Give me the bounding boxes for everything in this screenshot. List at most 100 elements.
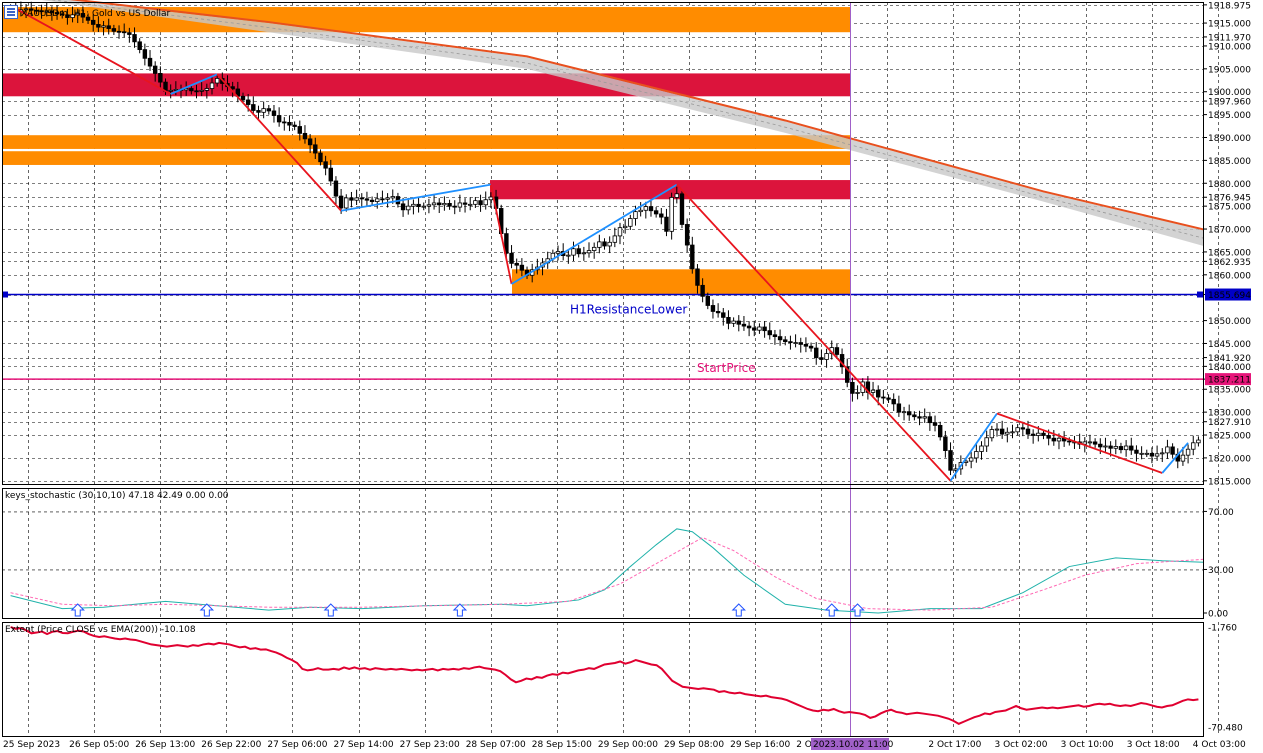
stochastic-title: keys_stochastic (30,10,10) 47.18 42.49 0…	[5, 491, 229, 501]
up-arrow-icon	[731, 603, 746, 617]
candle-body	[566, 254, 571, 257]
x-tick-label: 27 Sep 14:00	[334, 740, 394, 750]
candle-body	[421, 205, 426, 208]
candle-body	[984, 437, 989, 447]
candle-body	[576, 248, 581, 255]
candle-body	[1113, 446, 1118, 449]
candle-body	[855, 392, 860, 394]
candle-body	[783, 339, 788, 343]
candle-body	[684, 224, 690, 246]
candle-body	[452, 205, 457, 208]
x-tick-label: 2023.10.02 11:00	[813, 740, 894, 750]
zigzag-leg	[676, 184, 952, 482]
chart-menu-icon[interactable]	[4, 5, 18, 19]
candle-body	[1149, 452, 1155, 457]
horizontal-lines[interactable]: H1ResistanceLower StartPrice	[2, 2, 1203, 736]
y-tag-box	[1205, 373, 1251, 386]
candle-body	[158, 73, 163, 83]
extent-title: Extent (Price CLOSE vs EMA(200)) -10.108	[5, 625, 196, 635]
candle-body	[798, 342, 803, 345]
candle-body	[96, 24, 101, 28]
candle-body	[1134, 449, 1139, 454]
candle-body	[1067, 440, 1072, 443]
candle-body	[60, 13, 65, 16]
y-tick-label: 1876.945	[1208, 194, 1251, 204]
up-arrow-icon	[452, 603, 468, 617]
candle-body	[1139, 452, 1144, 455]
candle-body	[457, 202, 463, 208]
candle-body	[669, 197, 674, 232]
candle-body	[349, 197, 354, 201]
candle-body	[369, 199, 375, 202]
candle-body	[731, 320, 736, 324]
candle-body	[736, 320, 741, 325]
candle-body	[364, 198, 370, 201]
stochastic-panel	[10, 528, 1204, 617]
candle-body	[777, 336, 783, 341]
up-arrow-icon	[824, 603, 839, 617]
up-arrow-icon	[850, 603, 865, 617]
y-tick-label: 1897.960	[1208, 98, 1251, 108]
y-tick-label: 1890.000	[1208, 134, 1251, 144]
candle-body	[437, 202, 442, 206]
candle-body	[1010, 431, 1015, 434]
candle-body	[256, 110, 261, 113]
candle-body	[555, 251, 561, 254]
candle-body	[834, 347, 840, 355]
y-tick-label: 1827.910	[1208, 418, 1251, 428]
candle-body	[328, 167, 333, 182]
x-tick-label: 29 Sep 16:00	[730, 740, 790, 750]
candle-body	[752, 327, 757, 331]
stochastic-signal-line	[10, 536, 1204, 611]
candle-body	[581, 252, 587, 255]
candle-body	[483, 199, 488, 206]
candle-body	[297, 126, 303, 134]
candle-body	[968, 457, 974, 462]
line-anchor-left	[2, 291, 8, 298]
candle-body	[478, 200, 483, 206]
candle-body	[1098, 443, 1103, 448]
candle-body	[462, 202, 468, 205]
candle-body	[509, 252, 514, 264]
y-tick-label: 1910.000	[1208, 42, 1251, 52]
candle-body	[54, 12, 60, 15]
price-zone	[512, 269, 850, 295]
y-tick-label: 1885.000	[1208, 157, 1251, 167]
up-arrow-icon	[70, 603, 85, 617]
candle-body	[674, 193, 680, 198]
candle-body	[695, 268, 700, 286]
candle-body	[116, 30, 122, 33]
y-tick-label: 1860.000	[1208, 271, 1251, 281]
candle-body	[1020, 427, 1026, 430]
zigzag-leg	[511, 183, 678, 285]
candle-body	[1129, 445, 1134, 451]
y-tick-label: 1900.000	[1208, 88, 1251, 98]
up-arrow-icon	[323, 603, 338, 617]
candle-body	[127, 32, 132, 35]
x-tick-label: 25 Sep 2023	[3, 740, 60, 750]
x-tick-label: 28 Sep 07:00	[466, 740, 526, 750]
candle-body	[845, 366, 850, 383]
candle-body	[375, 198, 380, 202]
candle-body	[741, 323, 747, 327]
candle-body	[251, 104, 256, 111]
zigzag-leg	[10, 4, 172, 95]
x-tick-label: 29 Sep 00:00	[598, 740, 658, 750]
candle-body	[354, 197, 359, 201]
candle-body	[906, 411, 912, 416]
candle-body	[70, 14, 75, 18]
candle-body	[230, 86, 235, 90]
candle-body	[876, 389, 881, 398]
x-tick-label: 4 Oct 03:00	[1193, 740, 1246, 750]
candle-body	[607, 241, 612, 247]
candle-body	[757, 326, 762, 331]
candle-body	[189, 88, 194, 92]
candle-body	[276, 115, 282, 123]
extent-line	[10, 626, 1199, 725]
candle-body	[979, 445, 984, 452]
panel-frames	[2, 2, 1204, 737]
candle-body	[901, 411, 907, 414]
ema-orange-line	[68, 0, 1204, 231]
